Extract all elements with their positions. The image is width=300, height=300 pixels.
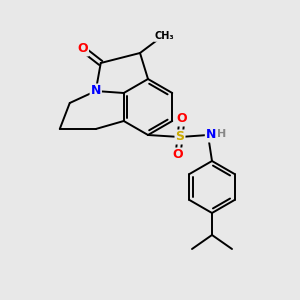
Text: O: O <box>173 148 183 161</box>
Text: O: O <box>77 43 88 56</box>
Text: N: N <box>91 85 101 98</box>
Text: O: O <box>177 112 187 125</box>
Text: S: S <box>176 130 184 143</box>
Text: CH₃: CH₃ <box>154 31 174 41</box>
Text: H: H <box>218 129 226 139</box>
Text: N: N <box>206 128 216 142</box>
